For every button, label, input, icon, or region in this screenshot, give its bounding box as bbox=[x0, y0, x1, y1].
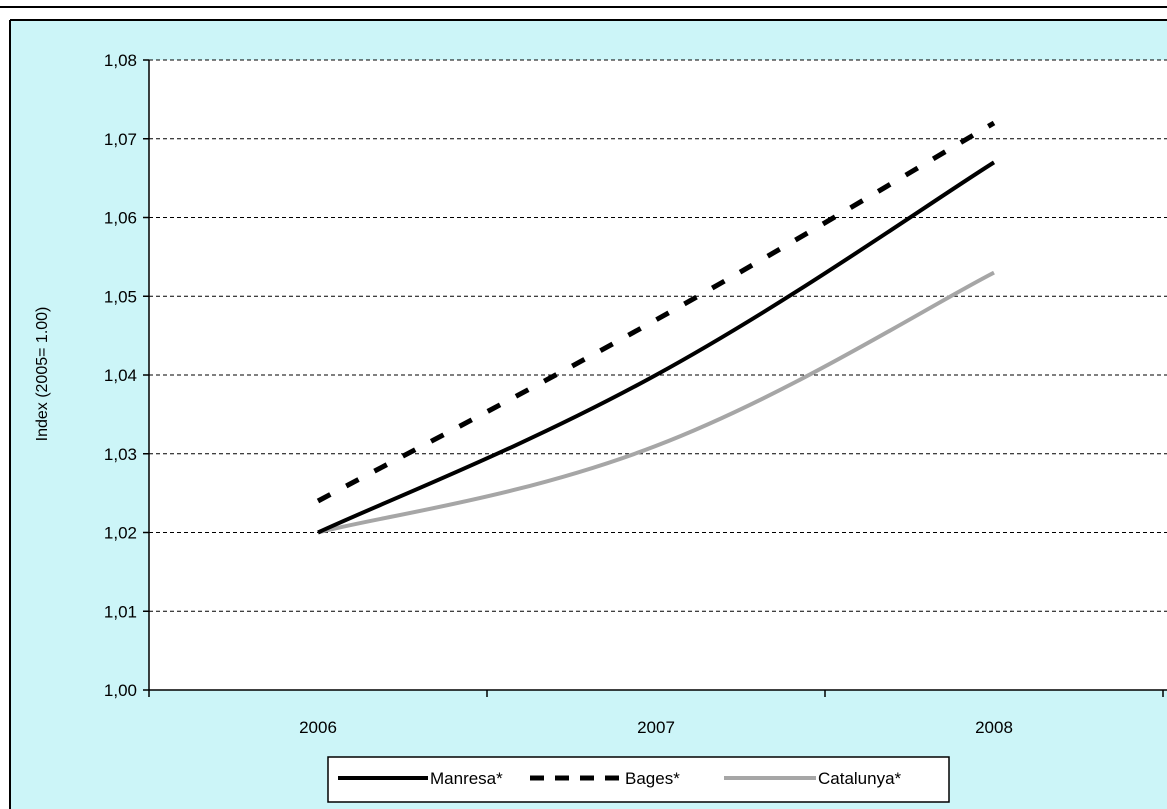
series-line-bages bbox=[316, 120, 996, 504]
y-tick-label: 1,02 bbox=[104, 524, 137, 543]
legend: Manresa* Bages* Catalunya* bbox=[327, 756, 950, 803]
legend-box bbox=[327, 756, 950, 803]
y-tick-label: 1,06 bbox=[104, 209, 137, 228]
legend-label-catalunya: Catalunya* bbox=[818, 769, 902, 788]
y-tick-label: 1,08 bbox=[104, 51, 137, 70]
legend-label-bages: Bages* bbox=[625, 769, 680, 788]
y-tick-label: 1,05 bbox=[104, 287, 137, 306]
x-tick-label: 2007 bbox=[637, 718, 675, 737]
y-tick-label: 1,07 bbox=[104, 130, 137, 149]
y-axis-title: Index (2005= 1.00) bbox=[34, 307, 51, 442]
y-tick-label: 1,03 bbox=[104, 445, 137, 464]
y-tick-label: 1,00 bbox=[104, 681, 137, 700]
legend-label-manresa: Manresa* bbox=[430, 769, 503, 788]
y-tick-label: 1,04 bbox=[104, 366, 137, 385]
series-line-catalunya bbox=[317, 270, 995, 535]
y-tick-label: 1,01 bbox=[104, 602, 137, 621]
x-tick-label: 2006 bbox=[299, 718, 337, 737]
axes: 1,00 1,01 1,02 1,03 1,04 1,05 1,06 1,07 1,08 2006… bbox=[104, 51, 1167, 737]
x-tick-label: 2008 bbox=[975, 718, 1013, 737]
series-lines bbox=[316, 120, 996, 535]
series-line-manresa bbox=[317, 160, 996, 535]
